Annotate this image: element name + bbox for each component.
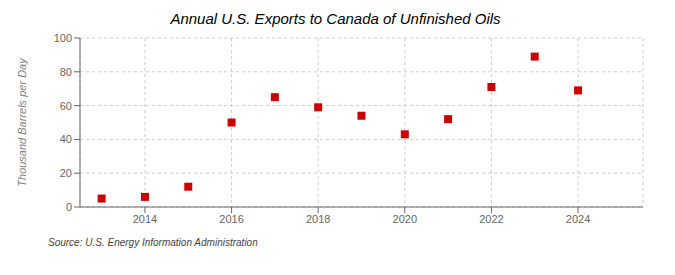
svg-text:60: 60 — [60, 100, 72, 112]
html-text:Annual U.S. Exports to Canada: Annual U.S. Exports to Canada of Unfinis… — [170, 10, 501, 27]
svg-text:80: 80 — [60, 66, 72, 78]
svg-text:40: 40 — [60, 133, 72, 145]
svg-text:20: 20 — [60, 167, 72, 179]
svg-text:0: 0 — [66, 201, 72, 213]
html-text:Source: U.S. Energy Informatio: Source: U.S. Energy Information Administ… — [48, 237, 258, 248]
svg-text:2022: 2022 — [479, 213, 503, 225]
svg-text:Thousand Barrels per Day: Thousand Barrels per Day — [16, 57, 28, 187]
svg-text:2016: 2016 — [219, 213, 243, 225]
svg-text:2018: 2018 — [306, 213, 330, 225]
svg-text:2024: 2024 — [566, 213, 590, 225]
svg-text:2014: 2014 — [133, 213, 157, 225]
svg-text:2020: 2020 — [393, 213, 417, 225]
svg-text:100: 100 — [54, 32, 72, 44]
